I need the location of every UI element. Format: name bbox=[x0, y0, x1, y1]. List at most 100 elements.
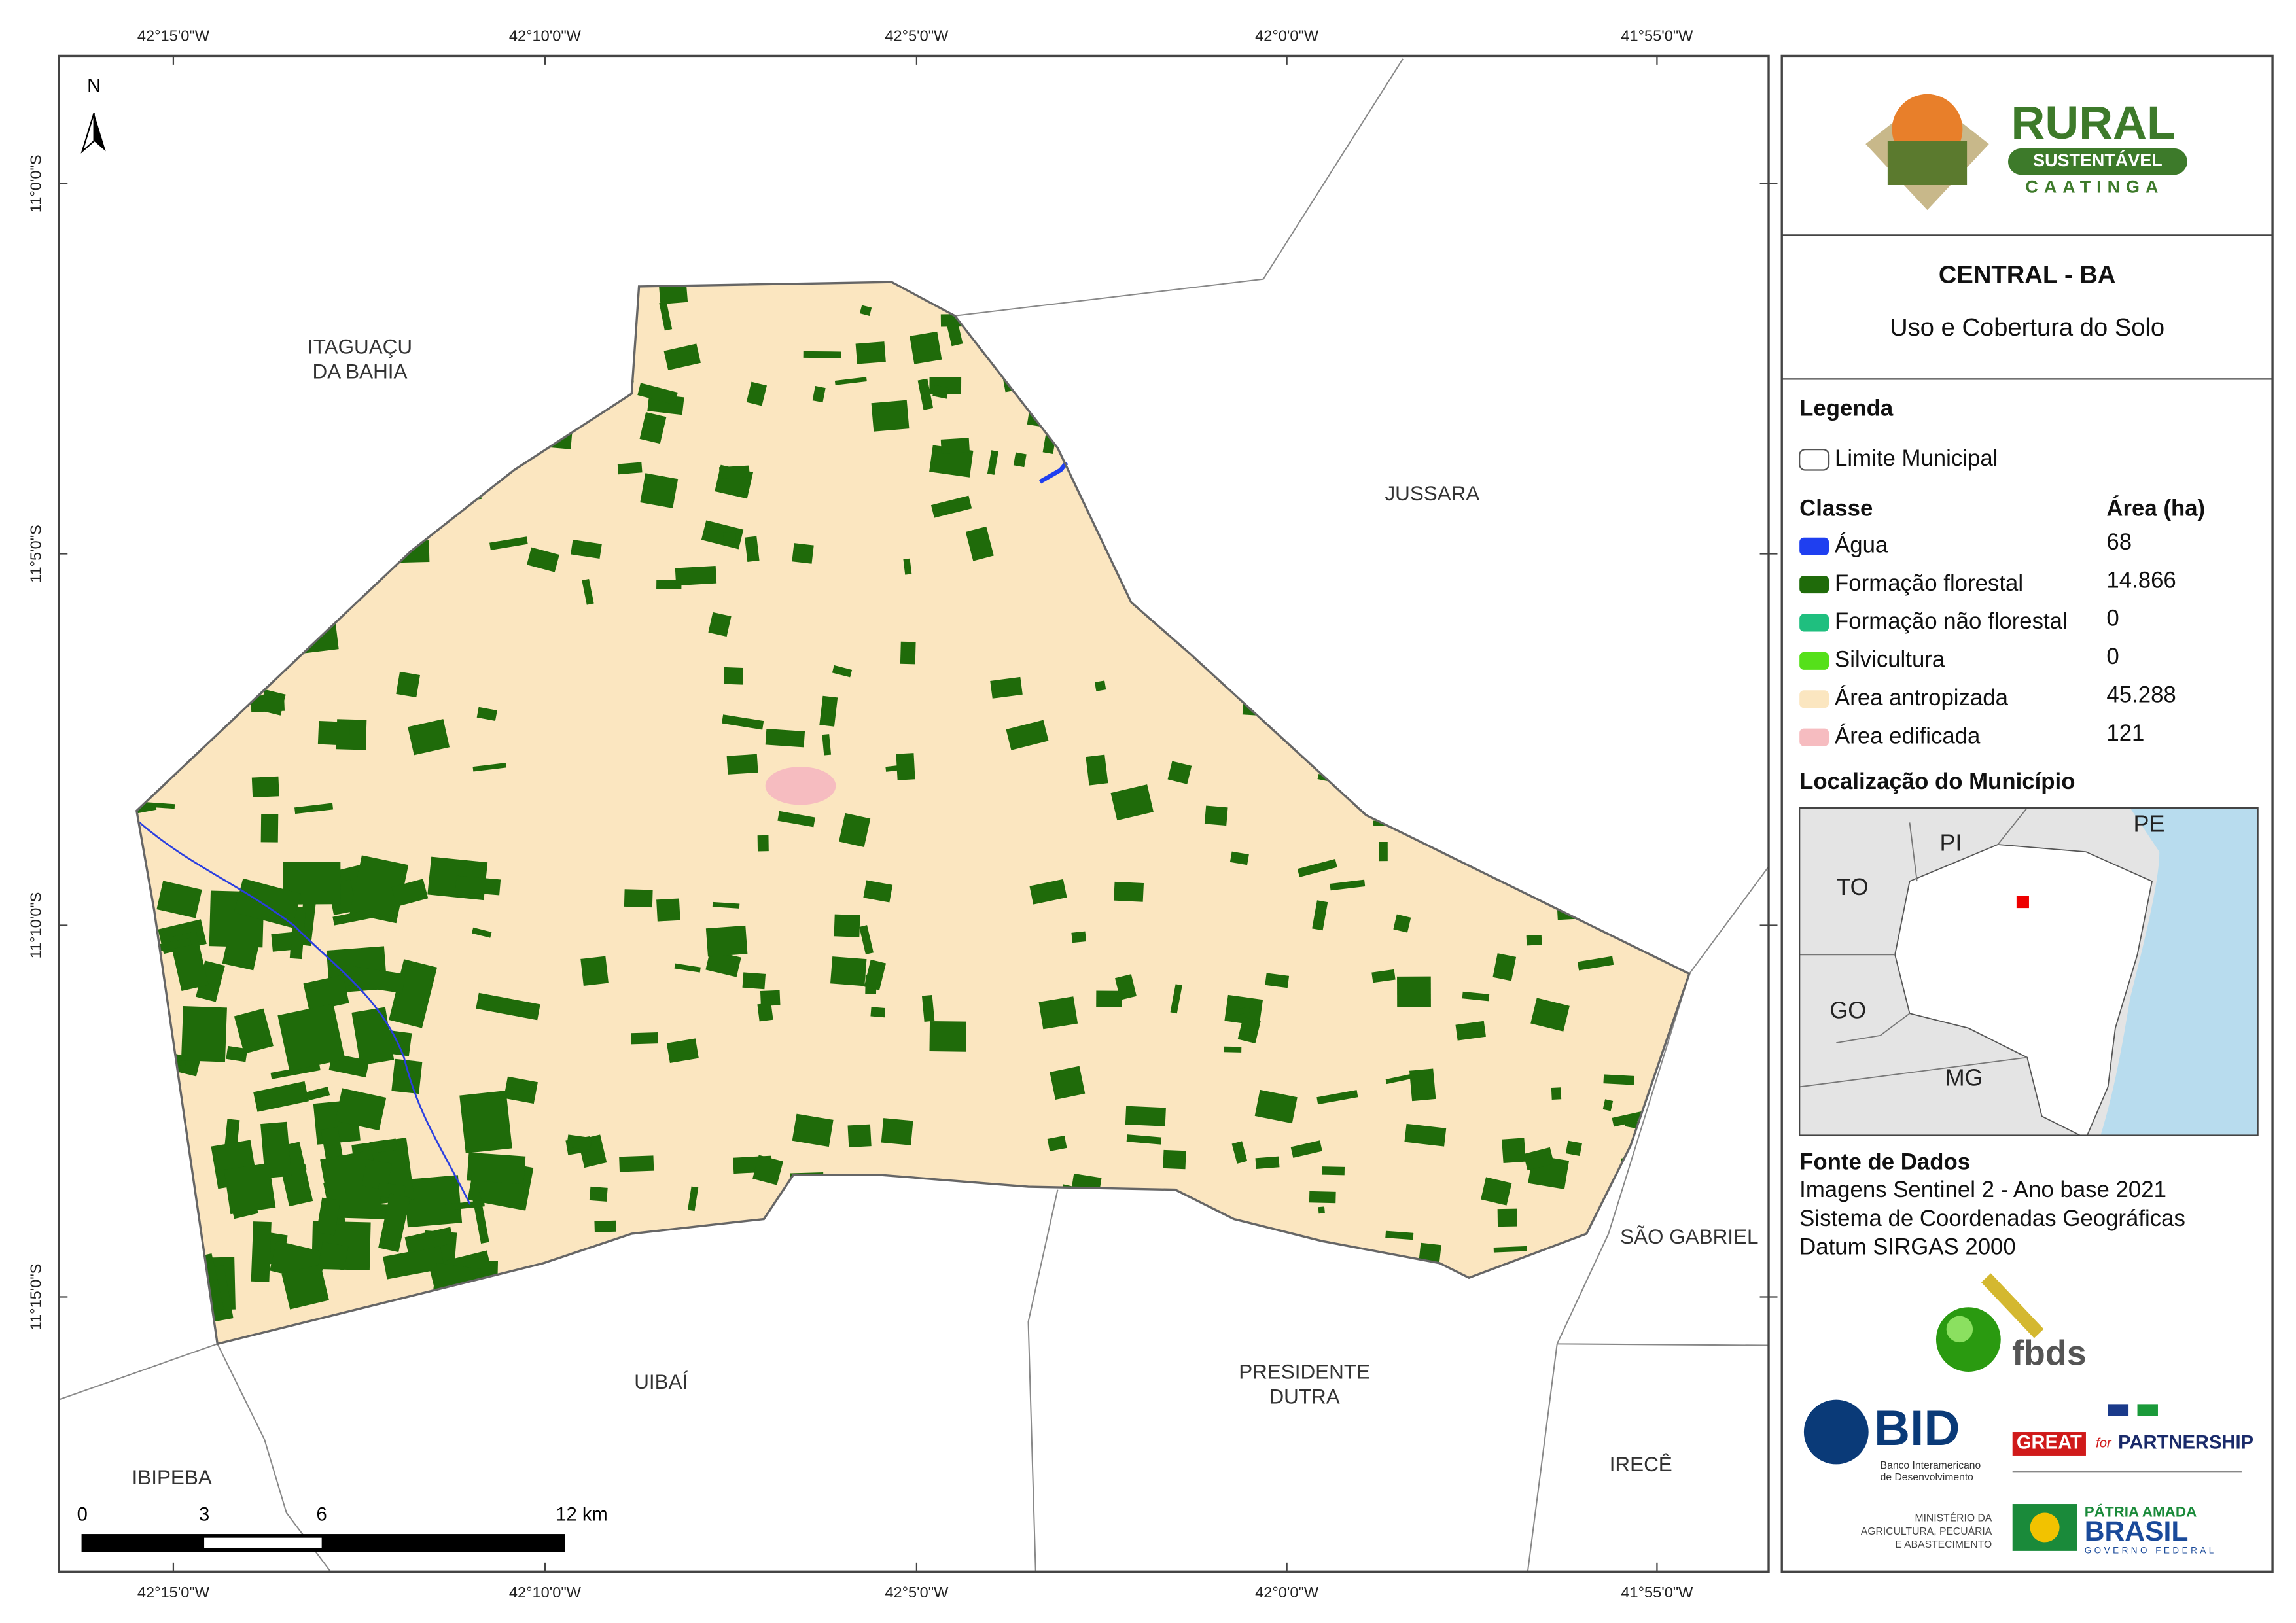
source-line: Sistema de Coordenadas Geográficas bbox=[1799, 1206, 2185, 1231]
forest-patch bbox=[467, 1152, 526, 1185]
forest-patch bbox=[303, 975, 349, 1012]
forest-patch bbox=[940, 438, 970, 454]
bid-fullname: de Desenvolvimento bbox=[1881, 1472, 1974, 1483]
forest-patch bbox=[281, 1264, 329, 1310]
forest-patch bbox=[383, 1246, 445, 1280]
panel-title: CENTRAL - BA bbox=[1939, 260, 2116, 288]
forest-patch bbox=[391, 1058, 423, 1094]
forest-patch bbox=[582, 579, 594, 605]
forest-patch bbox=[1125, 1106, 1166, 1126]
forest-patch bbox=[1312, 900, 1328, 931]
forest-patch bbox=[917, 378, 934, 410]
forest-patch bbox=[1110, 784, 1154, 821]
forest-patch bbox=[712, 901, 740, 909]
forest-patch bbox=[832, 665, 853, 678]
forest-patch bbox=[589, 1186, 608, 1202]
forest-patch bbox=[705, 950, 741, 977]
forest-patch bbox=[656, 580, 682, 589]
forest-patch bbox=[1086, 754, 1108, 786]
forest-patch bbox=[1603, 1074, 1634, 1085]
forest-patch bbox=[965, 526, 994, 561]
forest-patch bbox=[1038, 996, 1078, 1030]
legend-title: Legenda bbox=[1799, 396, 1894, 421]
map-frame bbox=[58, 54, 1770, 1573]
north-arrow: N bbox=[80, 75, 106, 154]
ministry-line: AGRICULTURA, PECUÁRIA bbox=[1861, 1525, 1992, 1537]
forest-patch bbox=[396, 671, 420, 698]
state-label: PE bbox=[2134, 810, 2165, 837]
forest-patch bbox=[1565, 1140, 1582, 1157]
legend-area: 0 bbox=[2106, 606, 2119, 631]
forest-patch bbox=[391, 879, 429, 907]
forest-patch bbox=[726, 754, 758, 775]
forest-patch bbox=[156, 881, 202, 918]
forest-patch bbox=[765, 728, 805, 748]
lon-label: 42°5'0"W bbox=[885, 1584, 949, 1601]
forest-patch bbox=[896, 753, 915, 780]
bid-fullname: Banco Interamericano bbox=[1881, 1460, 1981, 1471]
forest-patch bbox=[1385, 1073, 1415, 1085]
forest-patch bbox=[317, 720, 350, 746]
state-label: GO bbox=[1829, 996, 1866, 1023]
forest-patch bbox=[722, 714, 764, 730]
forest-patch bbox=[506, 1079, 535, 1092]
forest-patch bbox=[631, 1032, 658, 1045]
forest-patch bbox=[903, 558, 912, 575]
forest-patch bbox=[705, 925, 748, 957]
boundary-label: Limite Municipal bbox=[1835, 446, 1998, 471]
panel-subtitle: Uso e Cobertura do Solo bbox=[1890, 313, 2164, 341]
forest-patch bbox=[1397, 976, 1431, 1007]
forest-patch bbox=[990, 676, 1023, 699]
forest-patch bbox=[1419, 1242, 1441, 1263]
legend-label: Área antropizada bbox=[1835, 685, 2009, 710]
scale-bar: 0 3 6 12 km bbox=[77, 1505, 608, 1552]
forest-patch bbox=[378, 1193, 411, 1253]
lat-label: 11°15'0"S bbox=[27, 1264, 44, 1331]
forest-patch bbox=[476, 992, 540, 1021]
forest-patch bbox=[822, 734, 832, 756]
forest-patch bbox=[746, 381, 767, 406]
logo-region: CAATINGA bbox=[2025, 177, 2164, 197]
neighbor-label: DA BAHIA bbox=[313, 360, 408, 383]
legend-swatch bbox=[1799, 728, 1829, 746]
forest-patch bbox=[471, 927, 492, 938]
forest-patch bbox=[489, 536, 528, 550]
forest-patch bbox=[1047, 1135, 1067, 1151]
state-label: MG bbox=[1945, 1064, 1983, 1091]
forest-patch bbox=[260, 814, 279, 843]
forest-patch bbox=[1255, 1156, 1280, 1170]
forest-patch bbox=[871, 400, 910, 432]
neighbor-label: IRECÊ bbox=[1610, 1453, 1672, 1476]
forest-patch bbox=[137, 801, 175, 809]
forest-patch bbox=[1602, 1099, 1614, 1111]
forest-patch bbox=[226, 1045, 248, 1062]
forest-patch bbox=[663, 343, 701, 371]
ministry-line: MINISTÉRIO DA bbox=[1915, 1512, 1992, 1524]
forest-patch bbox=[1115, 974, 1137, 1000]
forest-patch bbox=[1126, 1134, 1162, 1145]
forest-patch bbox=[1497, 1208, 1517, 1227]
forest-patch bbox=[619, 1155, 654, 1172]
forest-patch bbox=[566, 1134, 592, 1150]
forest-patch bbox=[624, 889, 653, 908]
forest-patch bbox=[870, 1007, 886, 1018]
scale-label: 12 km bbox=[556, 1505, 607, 1526]
lat-label: 11°10'0"S bbox=[27, 892, 44, 959]
forest-patch bbox=[792, 1113, 834, 1147]
bid-logo: BID Banco Interamericano de Desenvolvime… bbox=[1803, 1399, 1981, 1483]
source-line: Datum SIRGAS 2000 bbox=[1799, 1235, 2016, 1260]
forest-patch bbox=[318, 1242, 349, 1270]
forest-patch bbox=[859, 305, 872, 316]
boundary-swatch bbox=[1799, 448, 1830, 471]
class-header: Classe bbox=[1799, 496, 1873, 521]
lon-label: 42°10'0"W bbox=[509, 27, 582, 44]
lon-label: 42°10'0"W bbox=[509, 1584, 582, 1601]
forest-patch bbox=[1330, 879, 1366, 891]
forest-patch bbox=[1297, 858, 1337, 877]
gov-line: PÁTRIA AMADA bbox=[2085, 1503, 2197, 1520]
forest-patch bbox=[1229, 851, 1249, 865]
state-label: PI bbox=[1939, 829, 1962, 856]
forest-patch bbox=[1114, 881, 1144, 902]
lon-label: 42°5'0"W bbox=[885, 27, 949, 44]
legend-label: Silvicultura bbox=[1835, 648, 1945, 672]
